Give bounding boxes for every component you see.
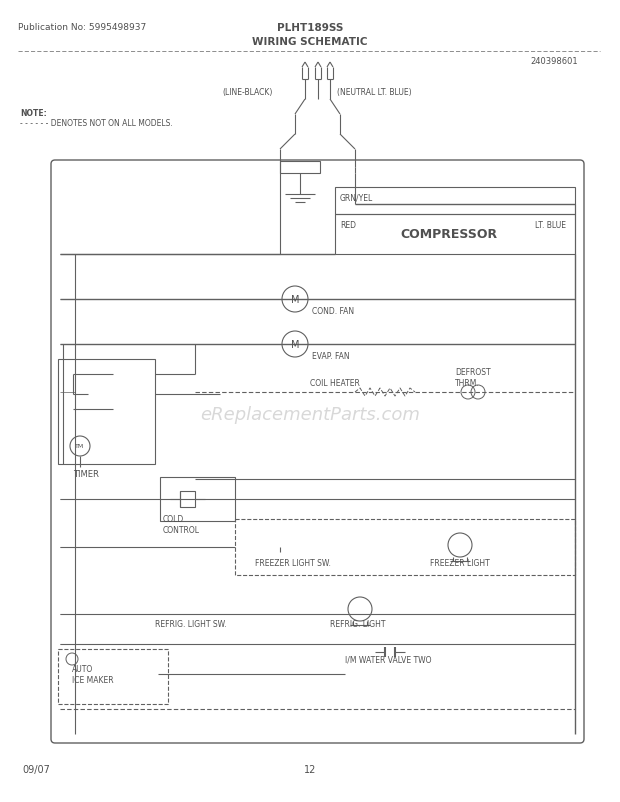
Text: COIL HEATER: COIL HEATER [310, 379, 360, 388]
Text: 12: 12 [304, 764, 316, 774]
Bar [335, 215, 575, 255]
Text: Publication No: 5995498937: Publication No: 5995498937 [18, 23, 146, 32]
Text: FREEZER LIGHT: FREEZER LIGHT [430, 559, 490, 568]
Text: 09/07: 09/07 [22, 764, 50, 774]
Text: (LINE-BLACK): (LINE-BLACK) [222, 88, 272, 97]
Text: 240398601: 240398601 [530, 58, 578, 67]
Text: REFRIG. LIGHT: REFRIG. LIGHT [330, 620, 386, 629]
Text: EVAP. FAN: EVAP. FAN [312, 352, 350, 361]
Text: GRN/YEL: GRN/YEL [340, 193, 373, 202]
Text: TIMER: TIMER [73, 470, 99, 479]
Text: WIRING SCHEMATIC: WIRING SCHEMATIC [252, 37, 368, 47]
Text: TM: TM [76, 444, 84, 449]
Text: COLD
CONTROL: COLD CONTROL [163, 515, 200, 534]
Text: AUTO
ICE MAKER: AUTO ICE MAKER [72, 665, 113, 684]
Text: NOTE:: NOTE: [20, 108, 46, 117]
Text: COND. FAN: COND. FAN [312, 307, 354, 316]
Text: M: M [291, 339, 299, 350]
Text: RED: RED [340, 221, 356, 229]
Bar [235, 520, 575, 575]
Text: I/M WATER VALVE TWO: I/M WATER VALVE TWO [345, 654, 432, 664]
Text: DEFROST
THRM.: DEFROST THRM. [455, 368, 490, 387]
Text: (NEUTRAL LT. BLUE): (NEUTRAL LT. BLUE) [337, 88, 412, 97]
Bar [280, 162, 320, 174]
Text: COMPRESSOR: COMPRESSOR [400, 229, 497, 241]
Bar [160, 477, 235, 521]
Text: M: M [291, 294, 299, 305]
Text: eReplacementParts.com: eReplacementParts.com [200, 406, 420, 423]
Bar [180, 492, 195, 508]
Bar [58, 359, 155, 464]
Text: LT. BLUE: LT. BLUE [535, 221, 566, 229]
Text: FREEZER LIGHT SW.: FREEZER LIGHT SW. [255, 559, 331, 568]
Bar [335, 188, 575, 215]
Text: PLHT189SS: PLHT189SS [277, 23, 343, 33]
Bar [58, 649, 168, 704]
Text: - - - - - - DENOTES NOT ON ALL MODELS.: - - - - - - DENOTES NOT ON ALL MODELS. [20, 119, 173, 128]
Text: REFRIG. LIGHT SW.: REFRIG. LIGHT SW. [155, 620, 227, 629]
